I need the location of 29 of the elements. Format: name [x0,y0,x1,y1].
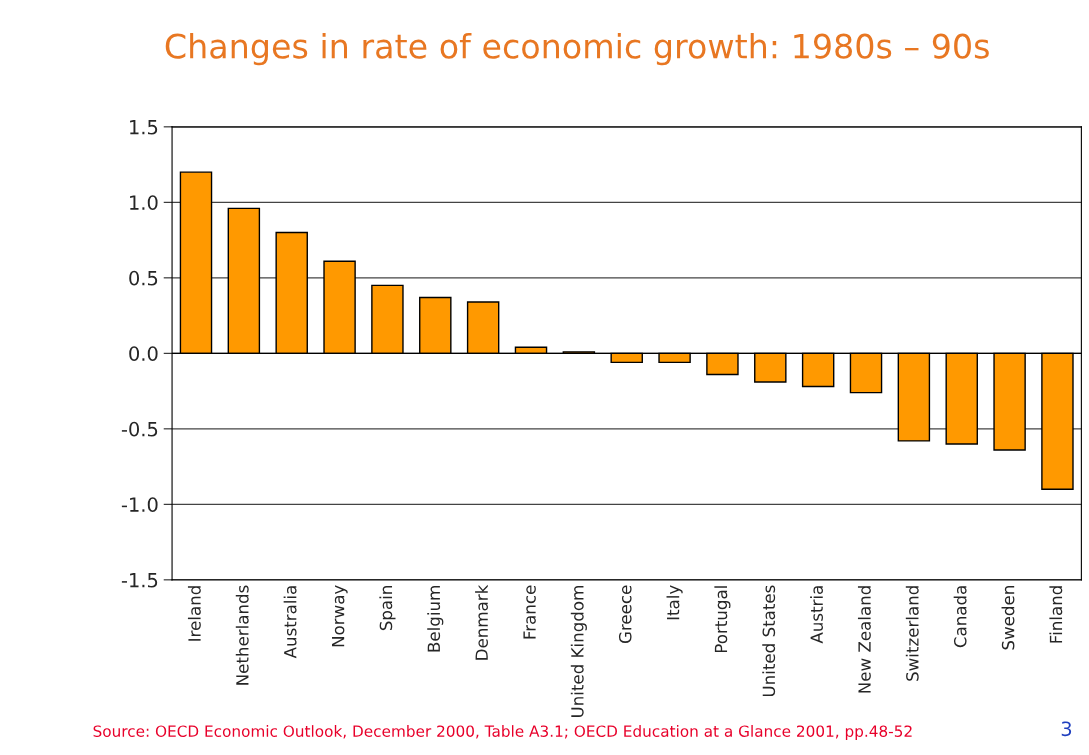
x-tick-label: Austria [810,586,823,644]
y-tick-label: 0.0 [129,346,158,361]
x-tick-label: New Zealand [857,586,871,693]
text: 3 [1061,721,1072,737]
x-tick-label: United Kingdom [570,586,587,718]
y-tick-label: 0.5 [129,270,158,286]
x-tick-label: Norway [332,585,348,647]
x-tick-label: Sweden [1001,586,1015,650]
x-tick-label: Greece [618,585,632,644]
chart-title: Changes in rate of economic growth: 1980s – 90s [165,32,989,66]
x-tick-label: Spain [379,586,396,631]
x-tick-label: Finland [1049,586,1063,643]
x-tick-label: Netherlands [235,585,249,685]
x-tick-label: Australia [283,586,297,659]
x-tick-label: Italy [666,585,683,620]
x-tick-label: France [523,585,536,639]
y-tick-label: 1.0 [130,195,158,210]
source-note: Source: OECD Economic Outlook, December 2000, Table A3.1; OECD Education at a Glance 2001, pp.48-52 [93,725,912,740]
y-tick-label: -1.5 [121,573,158,588]
x-tick-label: United States [762,585,776,697]
y-tick-label: -1.0 [121,497,158,512]
x-tick-label: Portugal [714,586,731,653]
y-tick-label: 1.5 [130,120,158,135]
x-tick-label: Switzerland [905,586,919,681]
x-tick-label: Ireland [187,586,201,641]
x-tick-label: Belgium [427,586,444,652]
x-tick-label: Canada [953,586,967,648]
x-tick-label: Denmark [475,584,488,660]
y-tick-label: -0.5 [121,421,158,437]
